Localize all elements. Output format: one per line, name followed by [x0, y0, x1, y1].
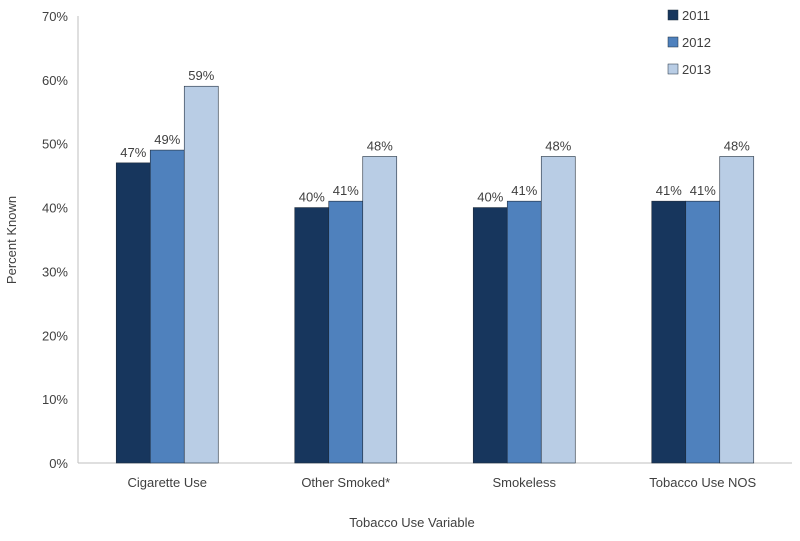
- x-tick-label: Cigarette Use: [128, 475, 207, 490]
- legend-swatch-2012: [667, 36, 679, 48]
- data-label: 41%: [656, 183, 682, 198]
- y-axis-title: Percent Known: [4, 196, 19, 284]
- y-tick-label: 60%: [42, 73, 68, 88]
- y-tick-label: 50%: [42, 137, 68, 152]
- data-label: 49%: [154, 132, 180, 147]
- bar-2012-3: [685, 200, 721, 464]
- data-label: 48%: [545, 138, 571, 153]
- data-label: 40%: [299, 190, 325, 205]
- bar-2013-0: [183, 85, 219, 464]
- bar-2011-2: [472, 207, 508, 464]
- bar-2012-2: [506, 200, 542, 464]
- y-tick-labels: 0% 10% 20% 30% 40% 50% 60% 70%: [42, 9, 68, 471]
- data-label: 40%: [477, 190, 503, 205]
- x-tick-label: Smokeless: [492, 475, 556, 490]
- y-tick-label: 0%: [49, 456, 68, 471]
- data-label: 47%: [120, 145, 146, 160]
- data-label: 48%: [367, 138, 393, 153]
- legend: 2011 2012 2013: [667, 8, 711, 77]
- bar-2013-1: [362, 156, 398, 464]
- bar-2012-0: [149, 149, 185, 464]
- data-label: 48%: [724, 138, 750, 153]
- legend-swatch-2013: [667, 63, 679, 75]
- data-labels: 47% 49% 59% 40% 41% 48% 40% 41% 48% 41% 41% 48%: [120, 68, 750, 204]
- y-tick-label: 30%: [42, 264, 68, 279]
- x-axis-title: Tobacco Use Variable: [349, 515, 475, 530]
- x-tick-label: Other Smoked*: [301, 475, 390, 490]
- x-tick-labels: Cigarette Use Other Smoked* Smokeless Tobac…: [128, 475, 757, 490]
- y-tick-label: 10%: [42, 392, 68, 407]
- data-label: 41%: [690, 183, 716, 198]
- legend-swatch-2011: [667, 9, 679, 21]
- y-tick-label: 20%: [42, 328, 68, 343]
- data-label: 41%: [511, 183, 537, 198]
- bar-2011-0: [115, 162, 151, 464]
- bar-2011-1: [294, 207, 330, 464]
- bar-2013-2: [540, 156, 576, 464]
- bar-2012-1: [328, 200, 364, 464]
- legend-label: 2013: [682, 62, 711, 77]
- bars: [115, 85, 755, 464]
- data-label: 59%: [188, 68, 214, 83]
- y-tick-label: 40%: [42, 201, 68, 216]
- bar-2013-3: [719, 156, 755, 464]
- legend-label: 2012: [682, 35, 711, 50]
- y-tick-label: 70%: [42, 9, 68, 24]
- bar-2011-3: [651, 200, 687, 464]
- legend-label: 2011: [682, 8, 710, 23]
- data-label: 41%: [333, 183, 359, 198]
- x-tick-label: Tobacco Use NOS: [649, 475, 756, 490]
